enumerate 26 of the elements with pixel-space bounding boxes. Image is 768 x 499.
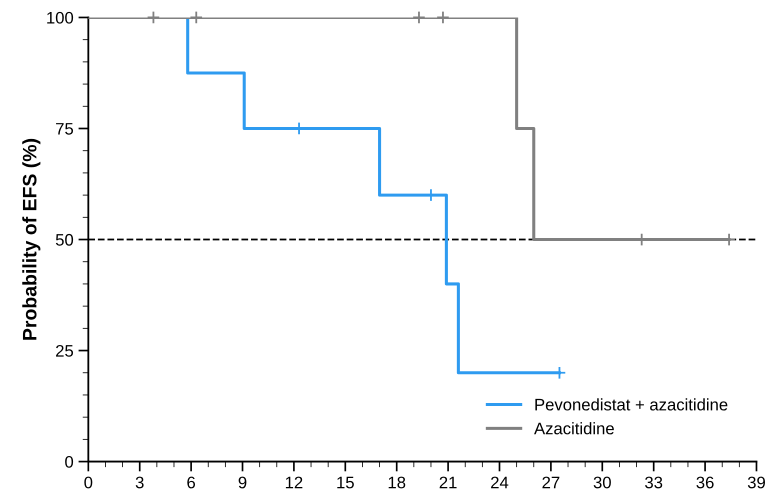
y-tick-label: 50 xyxy=(56,234,74,246)
y-axis-title: Probability of EFS (%) xyxy=(22,138,40,340)
y-tick-label: 25 xyxy=(56,344,74,357)
x-tick-label: 36 xyxy=(696,476,714,488)
x-tick-label: 9 xyxy=(238,476,246,488)
legend-label: Pevonedistat + azacitidine xyxy=(535,398,728,411)
point xyxy=(436,10,450,24)
point xyxy=(412,10,426,24)
point xyxy=(146,10,160,24)
x-tick-label: 18 xyxy=(388,476,406,488)
x-tick-label: 6 xyxy=(187,476,196,488)
x-tick-label: 12 xyxy=(286,476,302,488)
x-tick-label: 30 xyxy=(594,476,611,488)
x-tick-label: 33 xyxy=(645,476,662,488)
x-tick-label: 15 xyxy=(337,476,354,488)
legend-label: Azacitidine xyxy=(534,422,614,434)
y-tick-label: 0 xyxy=(65,456,74,468)
x-tick-label: 0 xyxy=(84,476,92,488)
x-tick-label: 3 xyxy=(136,476,144,488)
x-tick-label: 24 xyxy=(491,476,508,488)
x-tick-label: 21 xyxy=(440,476,457,488)
point xyxy=(190,10,203,24)
x-tick-label: 27 xyxy=(542,476,560,488)
x-tick-label: 39 xyxy=(748,476,765,488)
y-tick-label: 75 xyxy=(56,123,74,135)
y-tick-label: 100 xyxy=(47,12,74,24)
